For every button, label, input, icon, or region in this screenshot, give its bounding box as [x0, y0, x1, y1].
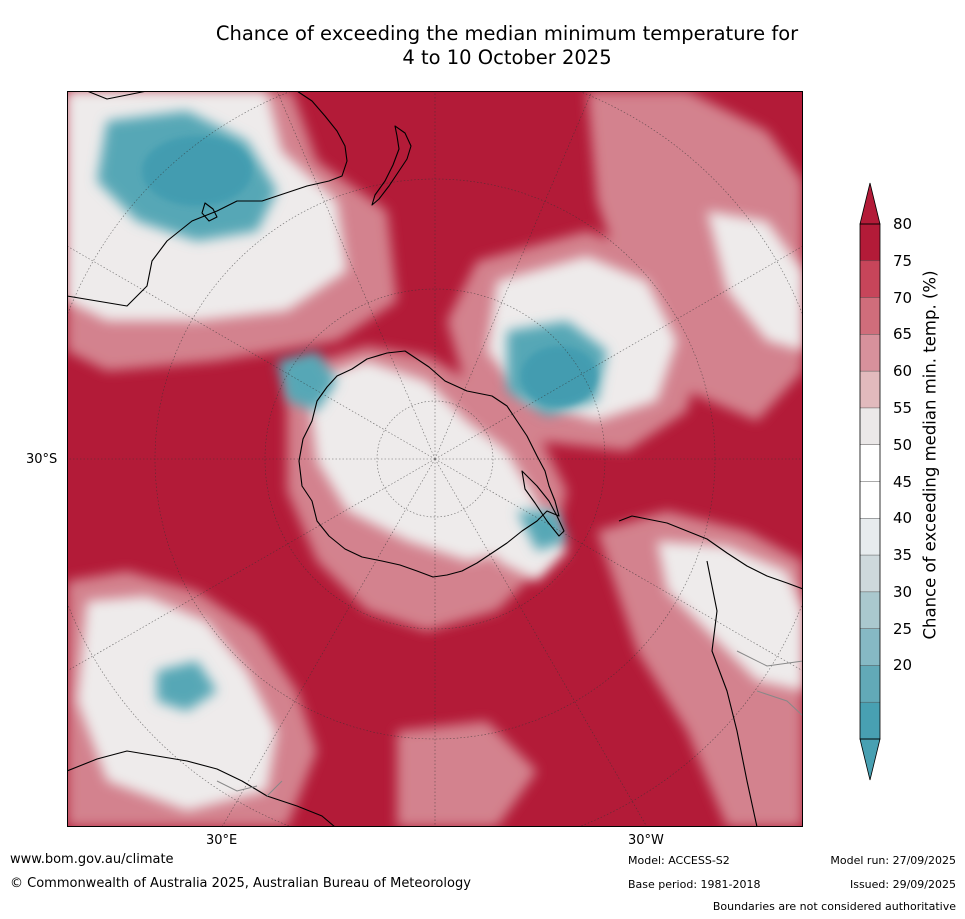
colorbar-segment	[860, 297, 880, 335]
colorbar-tick-label: 65	[893, 325, 913, 344]
colorbar-top-arrow	[859, 182, 881, 225]
colorbar-segment	[860, 260, 880, 299]
colorbar-segment	[860, 444, 880, 482]
footer-url: www.bom.gov.au/climate	[10, 852, 174, 867]
antarctica-coastline	[298, 350, 560, 578]
colorbar-tick-label: 60	[893, 362, 913, 381]
probability-fill-neutral	[67, 91, 803, 811]
colorbar-tick-label: 80	[893, 215, 913, 233]
colorbar-segment	[860, 591, 880, 630]
colorbar-segment	[860, 665, 880, 703]
footer-issued: Issued: 29/09/2025	[849, 878, 956, 891]
colorbar-tick-label: 30	[893, 582, 913, 601]
longitude-label-east: 30°E	[206, 833, 238, 848]
footer-copyright: © Commonwealth of Australia 2025, Austra…	[10, 876, 471, 891]
title-line-2: 4 to 10 October 2025	[402, 46, 612, 69]
colorbar-segment	[860, 628, 880, 666]
colorbar-title: Chance of exceeding median min. temp. (%…	[920, 270, 940, 640]
colorbar-tick-label: 20	[893, 656, 913, 675]
coastlines	[67, 91, 803, 827]
title-line-1: Chance of exceeding the median minimum t…	[215, 22, 799, 45]
colorbar	[859, 182, 881, 781]
colorbar-segment	[860, 481, 880, 519]
colorbar-segment	[860, 407, 880, 446]
new-zealand-coastline	[371, 125, 412, 206]
colorbar-tick-label: 40	[893, 509, 913, 528]
latitude-label: 30°S	[26, 452, 58, 467]
footer-model-run: Model run: 27/09/2025	[830, 854, 956, 867]
colorbar-tick-label: 50	[893, 435, 913, 454]
tasmania-coastline	[201, 202, 218, 222]
colorbar-segment	[860, 371, 880, 409]
colorbar-segment	[860, 518, 880, 556]
south-america-coastline	[618, 515, 803, 827]
footer-base-period: Base period: 1981-2018	[628, 878, 761, 891]
africa-coastline	[67, 750, 336, 827]
colorbar-segment	[860, 555, 880, 593]
colorbar-segment	[860, 702, 880, 740]
colorbar-bottom-arrow	[859, 738, 881, 781]
colorbar-tick-label: 35	[893, 546, 913, 565]
footer-disclaimer: Boundaries are not considered authoritat…	[712, 900, 956, 913]
borders	[216, 650, 803, 797]
colorbar-segment	[860, 224, 880, 262]
australia-coastline	[67, 91, 348, 307]
colorbar-tick-label: 25	[893, 619, 913, 638]
colorbar-tick-label: 55	[893, 398, 913, 417]
colorbar-segment	[860, 334, 880, 372]
antarctic-peninsula	[521, 470, 565, 537]
probability-map	[67, 91, 803, 827]
probability-fill-low-core	[142, 136, 597, 406]
longitude-label-west: 30°W	[628, 833, 664, 848]
map-title: Chance of exceeding the median minimum t…	[0, 22, 965, 70]
graticule	[67, 91, 803, 827]
footer-model: Model: ACCESS-S2	[628, 854, 730, 867]
colorbar-tick-label: 45	[893, 472, 913, 491]
colorbar-tick-label: 75	[893, 251, 913, 270]
colorbar-tick-label: 70	[893, 288, 913, 307]
